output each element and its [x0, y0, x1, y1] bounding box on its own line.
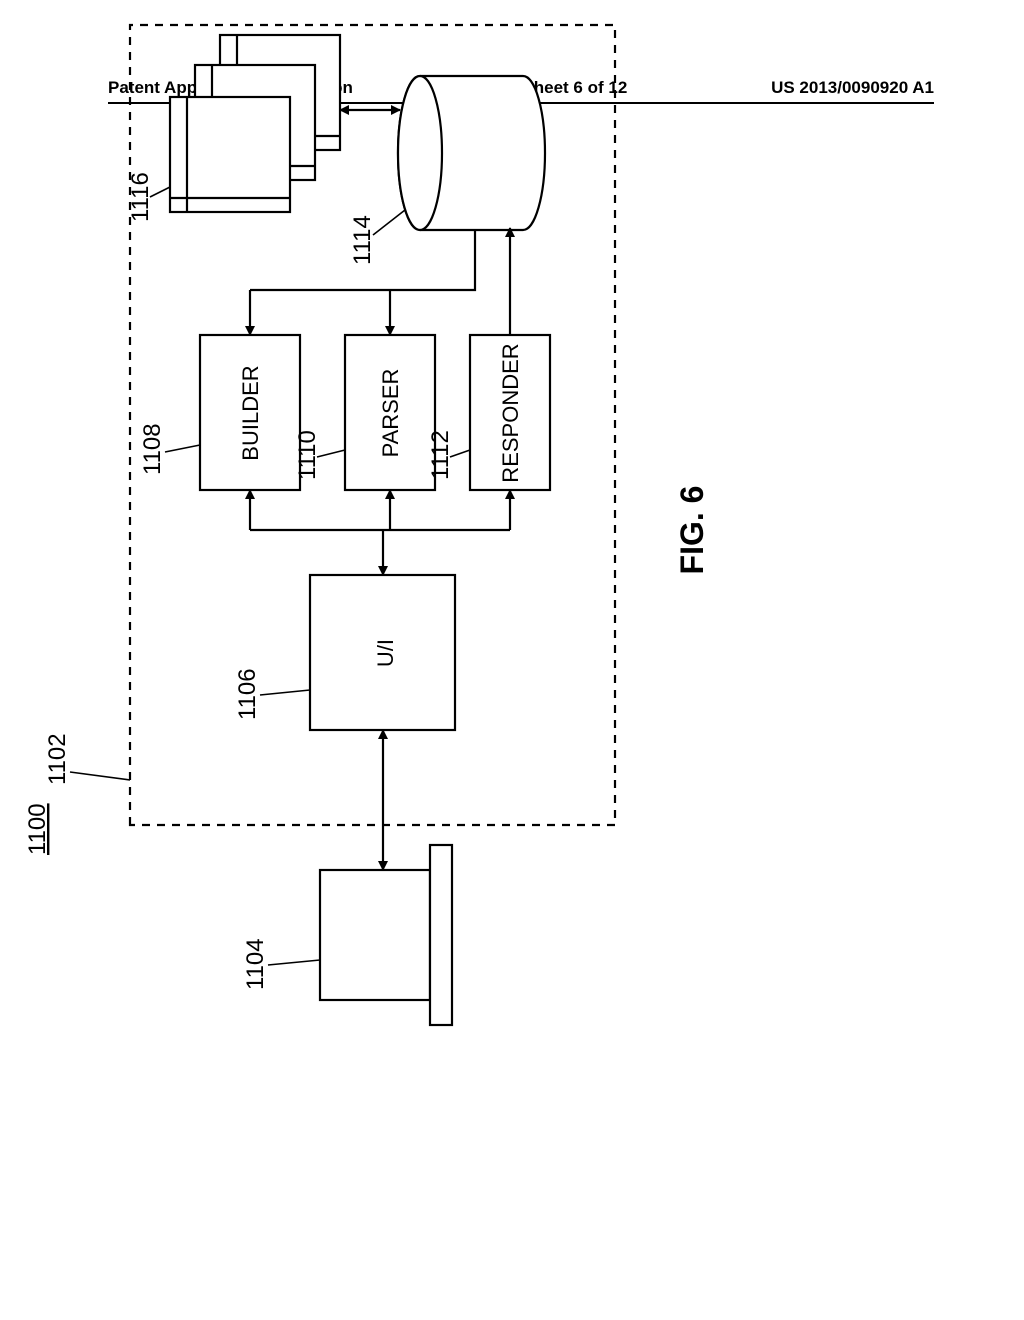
container-ref-leader — [70, 772, 130, 780]
servers-node — [170, 35, 340, 212]
figure-area: 1100 1102 1104 U/I 1106 BUILDER 1108 — [0, 310, 995, 1050]
ui-ref-leader — [260, 690, 310, 695]
terminal-ref-label: 1104 — [242, 938, 269, 990]
parser-ref-label: 1110 — [294, 430, 321, 480]
responder-ref-label: 1112 — [427, 430, 454, 480]
builder-label: BUILDER — [238, 365, 263, 460]
responder-label: RESPONDER — [498, 343, 523, 482]
db-ref-leader — [373, 210, 405, 235]
ui-ref-label: 1106 — [234, 668, 261, 720]
terminal-node — [320, 845, 452, 1025]
builder-ref-label: 1108 — [139, 423, 166, 475]
ui-label: U/I — [373, 639, 398, 667]
parser-label: PARSER — [378, 369, 403, 458]
terminal-ref-leader — [268, 960, 320, 965]
db-node — [398, 76, 545, 230]
db-ref-label: 1114 — [349, 215, 376, 265]
db-bus-link — [390, 230, 475, 290]
container-ref-label: 1102 — [44, 733, 71, 785]
page: Patent Application Publication Apr. 11, … — [0, 0, 1024, 1320]
parser-ref-leader — [317, 450, 345, 457]
figure-svg: 1100 1102 1104 U/I 1106 BUILDER 1108 — [0, 10, 735, 1050]
servers-ref-label: 1116 — [127, 172, 154, 222]
figure-label: FIG. 6 — [674, 486, 710, 575]
system-ref-label: 1100 — [24, 803, 51, 855]
builder-ref-leader — [165, 445, 200, 452]
